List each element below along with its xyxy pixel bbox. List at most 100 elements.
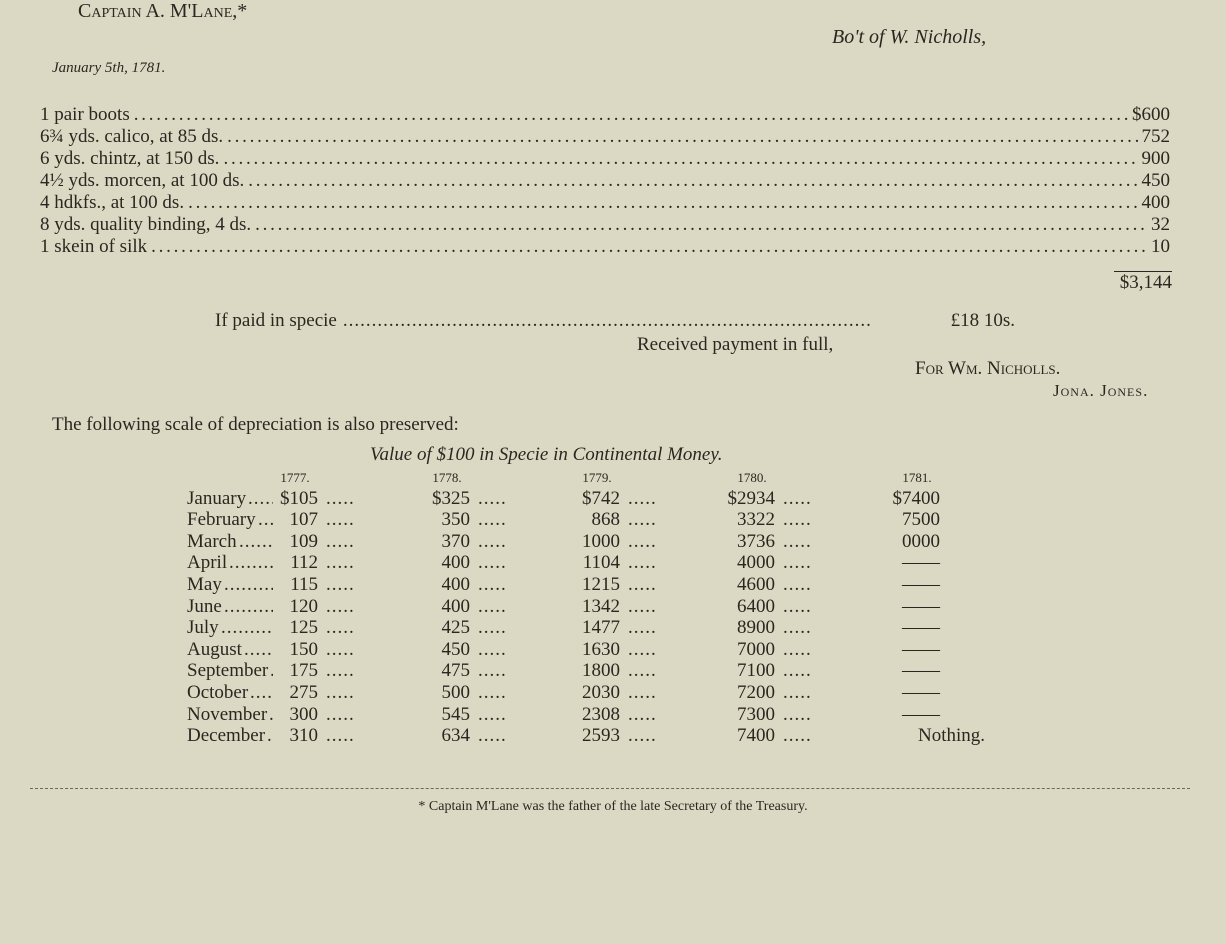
receipt-for: For Wm. Nicholls. [915,358,1061,379]
table-cell: —— [902,552,940,574]
table-cell: 7100 [737,660,775,682]
table-cell: $2934 [727,487,776,509]
table-cell: 1477 [582,617,620,639]
table-cell: 7000 [737,638,775,660]
month-label: June [187,595,222,617]
bill-item-amount: 32 [1151,214,1170,235]
table-cell: 450 [441,638,471,660]
bill-item: 1 pair boots $600 [40,104,1170,126]
specie-label: If paid in specie [215,310,337,331]
bill-item-amount: 900 [1141,148,1171,169]
table-cell: $325 [432,487,470,509]
bill-date: January 5th, 1781. [52,60,166,76]
table-cell: 400 [441,595,471,617]
table-cell: —— [902,617,940,639]
table-cell: 0000 [902,530,940,552]
table-cell: $105 [280,487,318,509]
table-cell: 475 [441,660,471,682]
bill-item-amount: 752 [1141,126,1171,147]
month-label: May [187,573,222,595]
bill-item: 1 skein of silk 10 [40,236,1170,258]
table-cell: —— [902,660,940,682]
table-cell: 125 [289,617,319,639]
month-label: October [187,681,249,703]
footnote-divider [30,788,1190,789]
year-header: 1779. [582,470,612,485]
table-cell: —— [902,681,940,703]
bill-total: $3,144 [1119,272,1172,293]
table-cell: 300 [289,703,319,725]
table-cell: 4000 [737,552,775,574]
month-label: September [187,660,269,682]
bill-item-desc: 6 yds. chintz, at 150 ds. [40,148,220,169]
month-label: November [187,703,268,725]
table-cell: 3322 [737,509,775,531]
table-cell: 310 [289,725,319,747]
bill-item-desc: 8 yds. quality binding, 4 ds. [40,214,252,235]
table-cell: Nothing. [918,725,986,747]
table-cell: 8900 [737,617,775,639]
table-cell: 545 [441,703,471,725]
table-cell: 634 [441,725,471,747]
intro-text: The following scale of depreciation is a… [52,414,459,435]
table-cell: 1630 [582,638,620,660]
table-cell: 868 [591,509,621,531]
table-cell: 120 [289,595,319,617]
table-cell: 107 [289,509,319,531]
month-label: January [187,487,247,509]
seller: Bo't of W. Nicholls, [832,26,987,48]
bill-item: 4 hdkfs., at 100 ds. 400 [40,192,1170,214]
addressee: Captain A. M'Lane,* [78,0,248,22]
year-header: 1777. [280,470,310,485]
year-header: 1780. [737,470,767,485]
table-cell: 2593 [582,725,620,747]
bill-item-amount: 400 [1141,192,1171,213]
bill-item-desc: 4½ yds. morcen, at 100 ds. [40,170,245,191]
table-cell: 1342 [582,595,620,617]
table-cell: 2030 [582,681,620,703]
year-header: 1778. [432,470,462,485]
receipt-signature: Jona. Jones. [1053,381,1149,400]
table-cell: 109 [289,530,319,552]
bill-item: 6 yds. chintz, at 150 ds. 900 [40,148,1170,170]
table-cell: 7300 [737,703,775,725]
table-cell: 6400 [737,595,775,617]
table-cell: $7400 [892,487,941,509]
table-cell: 500 [441,681,471,703]
month-label: March [187,530,237,552]
month-label: April [187,552,228,574]
month-label: August [187,638,242,660]
table-cell: 7500 [902,509,940,531]
bill-item-amount: 10 [1151,236,1170,257]
table-cell: 1000 [582,530,620,552]
table-cell: 370 [441,530,471,552]
bill-item-desc: 1 skein of silk [40,236,148,257]
table-cell: 2308 [582,703,620,725]
table-cell: —— [902,595,940,617]
table-cell: 7200 [737,681,775,703]
bill-item-amount: 450 [1141,170,1171,191]
table-cell: 275 [289,681,319,703]
table-cell: —— [902,573,940,595]
specie-amount: £18 10s. [950,310,1015,331]
table-cell: 400 [441,552,471,574]
table-cell: 425 [441,617,471,639]
month-label: December [187,725,266,747]
table-cell: 7400 [737,725,775,747]
table-cell: 1215 [582,573,620,595]
table-cell: 3736 [737,530,775,552]
year-header: 1781. [902,470,932,485]
bill-item-desc: 4 hdkfs., at 100 ds. [40,192,185,213]
table-cell: —— [902,638,940,660]
bill-item: 4½ yds. morcen, at 100 ds. 450 [40,170,1170,192]
bill-item: 8 yds. quality binding, 4 ds. 32 [40,214,1170,236]
table-cell: $742 [582,487,620,509]
table-cell: 1104 [582,552,620,574]
table-cell: —— [902,703,940,725]
table-cell: 1800 [582,660,620,682]
table-cell: 150 [289,638,319,660]
specie-line: If paid in specie ......................… [215,310,1015,331]
bill-item-desc: 6¾ yds. calico, at 85 ds. [40,126,224,147]
bill-item: 6¾ yds. calico, at 85 ds. 752 [40,126,1170,148]
table-cell: 350 [441,509,471,531]
